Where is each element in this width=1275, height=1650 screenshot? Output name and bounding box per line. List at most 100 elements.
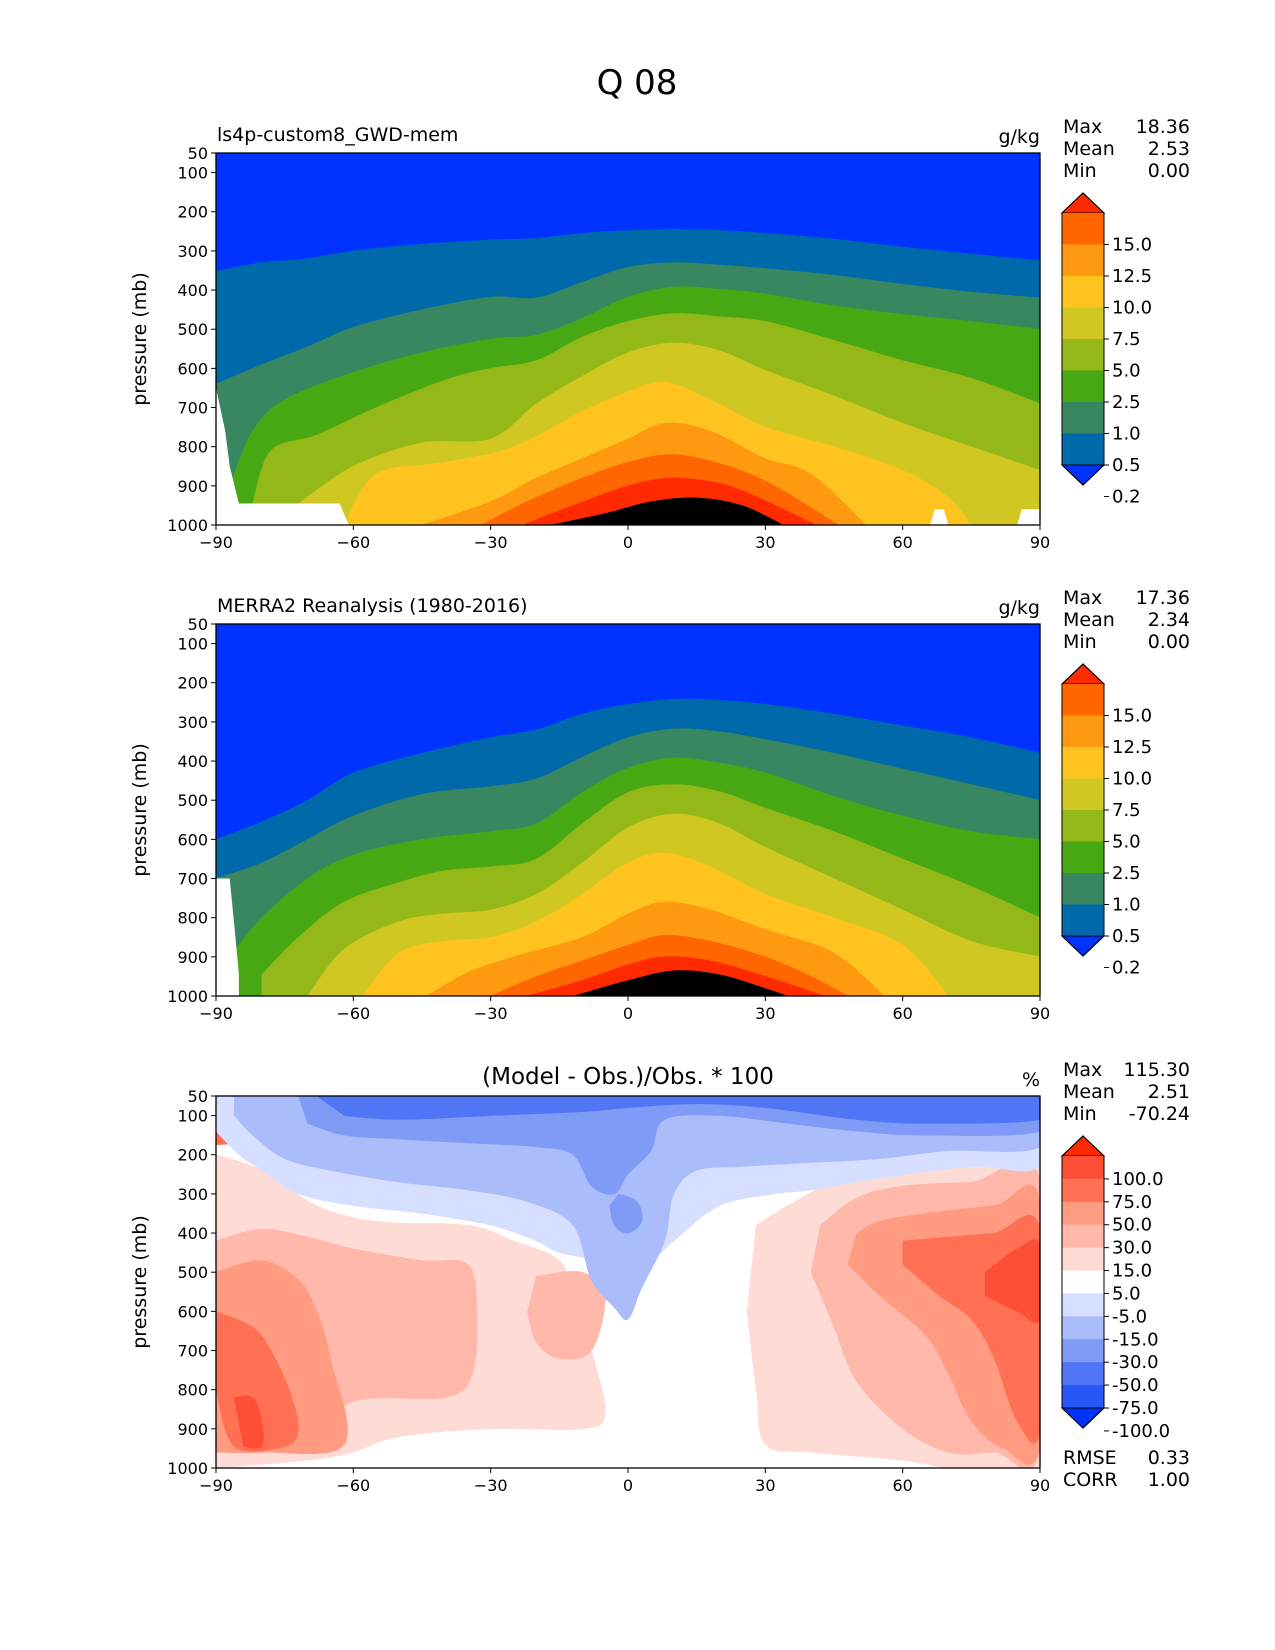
y-tick-label-0-3: 300 [177,242,208,261]
missing-data-mask-0-1 [930,509,949,525]
colorbar-swatch-1-1 [1062,715,1104,748]
colorbar-label-2-5: 5.0 [1112,1283,1141,1304]
plot-frame-1 [215,623,1041,997]
y-tick-label-0-5: 500 [177,320,208,339]
plot-frame-2 [215,1095,1041,1469]
stat-label-1-0: Max [1063,587,1102,609]
x-tick-label-1-1: −60 [336,1004,370,1023]
colorbar-swatch-2-4 [1062,1247,1104,1272]
colorbar-label-1-2: 10.0 [1112,769,1152,790]
stat-label-1-1: Mean [1063,609,1115,631]
stat-value-2-1: 2.51 [1148,1081,1190,1103]
y-tick-label-1-8: 800 [177,909,208,928]
diff-band-1a [233,1395,264,1449]
colorbar-label-0-5: 2.5 [1112,392,1141,413]
colorbar-extend-bottom-0 [1060,464,1106,486]
panel-units-2: % [1022,1069,1040,1091]
y-tick-label-2-4: 400 [177,1224,208,1243]
y-tick-label-1-9: 900 [177,948,208,967]
y-axis-label-1: pressure (mb) [129,743,151,877]
panel-units-1: g/kg [998,597,1040,619]
contour-band-0-9 [550,497,784,525]
x-tick-label-0-1: −60 [336,533,370,552]
y-tick-label-2-3: 300 [177,1185,208,1204]
colorbar-swatch-0-4 [1062,339,1104,371]
bottom-stat-value-1: 1.00 [1148,1469,1190,1491]
colorbar-swatch-1-0 [1062,684,1104,716]
colorbar-label-0-6: 1.0 [1112,424,1141,445]
x-tick-label-1-2: −30 [474,1004,508,1023]
stat-label-2-2: Min [1063,1103,1097,1125]
colorbar-extend-bottom-1 [1060,935,1106,957]
stat-label-2-0: Max [1063,1059,1102,1081]
x-tick-label-2-2: −30 [474,1476,508,1495]
x-tick-label-1-4: 30 [755,1004,775,1023]
y-tick-label-0-4: 400 [177,281,208,300]
y-tick-label-1-7: 700 [177,870,208,889]
colorbar-label-0-0: 15.0 [1112,235,1152,256]
contour-group-2 [216,1096,1040,1468]
colorbar-label-2-10: -75.0 [1112,1398,1159,1419]
colorbar-swatch-1-2 [1062,747,1104,779]
colorbar-swatch-1-4 [1062,810,1104,842]
stat-label-0-1: Mean [1063,138,1115,160]
y-tick-label-1-0: 50 [188,615,208,634]
y-tick-label-0-6: 600 [177,359,208,378]
y-tick-label-1-5: 500 [177,791,208,810]
stat-label-0-2: Min [1063,160,1097,182]
colorbar-swatch-2-10 [1062,1385,1104,1409]
colorbar-swatch-0-5 [1062,370,1104,403]
stat-value-0-2: 0.00 [1148,160,1190,182]
y-tick-label-1-4: 400 [177,752,208,771]
colorbar-label-2-0: 100.0 [1112,1169,1164,1190]
y-tick-label-0-0: 50 [188,144,208,163]
colorbar-swatch-0-0 [1062,213,1104,245]
colorbar-label-1-6: 1.0 [1112,895,1141,916]
y-tick-label-1-3: 300 [177,713,208,732]
y-tick-label-2-7: 700 [177,1342,208,1361]
bottom-stat-label-1: CORR [1063,1469,1118,1491]
colorbar-swatch-1-6 [1062,873,1104,905]
x-tick-label-1-5: 60 [892,1004,912,1023]
y-tick-label-0-9: 900 [177,477,208,496]
x-tick-label-2-3: 0 [623,1476,633,1495]
colorbar-swatch-0-3 [1062,307,1104,340]
stat-label-1-2: Min [1063,631,1097,653]
colorbar-swatch-2-9 [1062,1362,1104,1386]
y-tick-label-2-10: 1000 [167,1459,208,1478]
colorbar-swatch-2-8 [1062,1339,1104,1363]
x-tick-label-0-6: 90 [1030,533,1050,552]
colorbar-label-0-2: 10.0 [1112,298,1152,319]
y-tick-label-2-9: 900 [177,1420,208,1439]
stat-value-1-1: 2.34 [1148,609,1190,631]
colorbar-extend-top-0 [1060,192,1106,214]
stat-value-1-2: 0.00 [1148,631,1190,653]
colorbar-label-2-8: -30.0 [1112,1352,1159,1373]
colorbar-swatch-1-7 [1062,904,1104,937]
stat-value-0-1: 2.53 [1148,138,1190,160]
x-tick-label-1-0: −90 [199,1004,233,1023]
colorbar-swatch-0-7 [1062,433,1104,466]
y-tick-label-1-1: 100 [177,635,208,654]
colorbar-label-2-6: -5.0 [1112,1306,1147,1327]
colorbar-swatch-0-2 [1062,276,1104,308]
colorbar-swatch-1-3 [1062,778,1104,811]
colorbar-label-2-3: 30.0 [1112,1238,1152,1259]
colorbar-label-2-1: 75.0 [1112,1192,1152,1213]
diff-band-neg-9b [609,1193,643,1234]
colorbar-label-1-0: 15.0 [1112,706,1152,727]
colorbar-swatch-2-5 [1062,1270,1104,1294]
y-tick-label-0-7: 700 [177,399,208,418]
panel-title-0: ls4p-custom8_GWD-mem [217,124,458,146]
missing-data-mask-0-2 [1017,509,1040,525]
colorbar-extend-top-2 [1060,1135,1106,1157]
x-tick-label-2-1: −60 [336,1476,370,1495]
y-tick-label-2-8: 800 [177,1381,208,1400]
y-tick-label-2-2: 200 [177,1146,208,1165]
y-tick-label-0-2: 200 [177,203,208,222]
x-tick-label-0-0: −90 [199,533,233,552]
colorbar-label-1-4: 5.0 [1112,832,1141,853]
